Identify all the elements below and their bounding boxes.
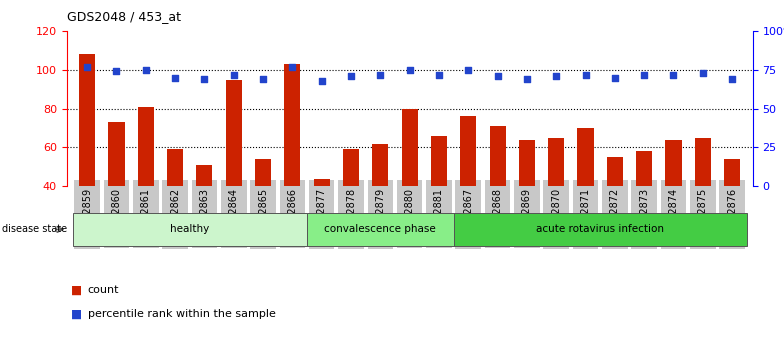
Bar (314, 178, 330, 186)
Text: GDS2048 / 453_at: GDS2048 / 453_at (67, 10, 180, 23)
Bar (167, 149, 183, 186)
Bar (108, 122, 125, 186)
Bar (578, 128, 593, 186)
Bar (519, 140, 535, 186)
Bar (226, 80, 241, 186)
Text: acute rotavirus infection: acute rotavirus infection (536, 225, 664, 234)
Point (198, 77, 211, 82)
Bar (196, 165, 212, 186)
Bar (695, 138, 711, 186)
Point (579, 72, 592, 77)
Point (315, 78, 328, 83)
Point (345, 73, 358, 79)
Point (286, 64, 299, 70)
FancyBboxPatch shape (72, 213, 307, 246)
Point (726, 77, 739, 82)
Point (550, 73, 562, 79)
Bar (724, 159, 740, 186)
Point (492, 73, 504, 79)
Text: count: count (88, 285, 119, 295)
Point (667, 72, 680, 77)
Bar (138, 107, 154, 186)
Bar (548, 138, 564, 186)
Bar (489, 126, 506, 186)
Bar (79, 54, 95, 186)
Bar (431, 136, 447, 186)
Text: ■: ■ (71, 283, 82, 296)
Point (257, 77, 270, 82)
FancyBboxPatch shape (307, 213, 454, 246)
Bar (607, 157, 623, 186)
Point (696, 70, 709, 76)
Point (169, 75, 181, 80)
Bar (460, 116, 477, 186)
Point (608, 75, 621, 80)
Bar (343, 149, 359, 186)
Bar (372, 144, 388, 186)
Bar (255, 159, 271, 186)
Bar (636, 151, 652, 186)
Text: percentile rank within the sample: percentile rank within the sample (88, 309, 276, 319)
Point (111, 69, 123, 74)
Point (140, 67, 152, 73)
Point (81, 64, 93, 70)
Point (521, 77, 533, 82)
Point (374, 72, 387, 77)
Text: disease state: disease state (2, 225, 67, 234)
Text: healthy: healthy (170, 225, 209, 234)
Bar (401, 109, 418, 186)
Point (638, 72, 651, 77)
Point (433, 72, 445, 77)
FancyBboxPatch shape (454, 213, 747, 246)
Text: ■: ■ (71, 307, 82, 321)
Point (227, 72, 240, 77)
Bar (666, 140, 681, 186)
Point (403, 67, 416, 73)
Bar (285, 64, 300, 186)
Point (462, 67, 474, 73)
Text: convalescence phase: convalescence phase (325, 225, 436, 234)
